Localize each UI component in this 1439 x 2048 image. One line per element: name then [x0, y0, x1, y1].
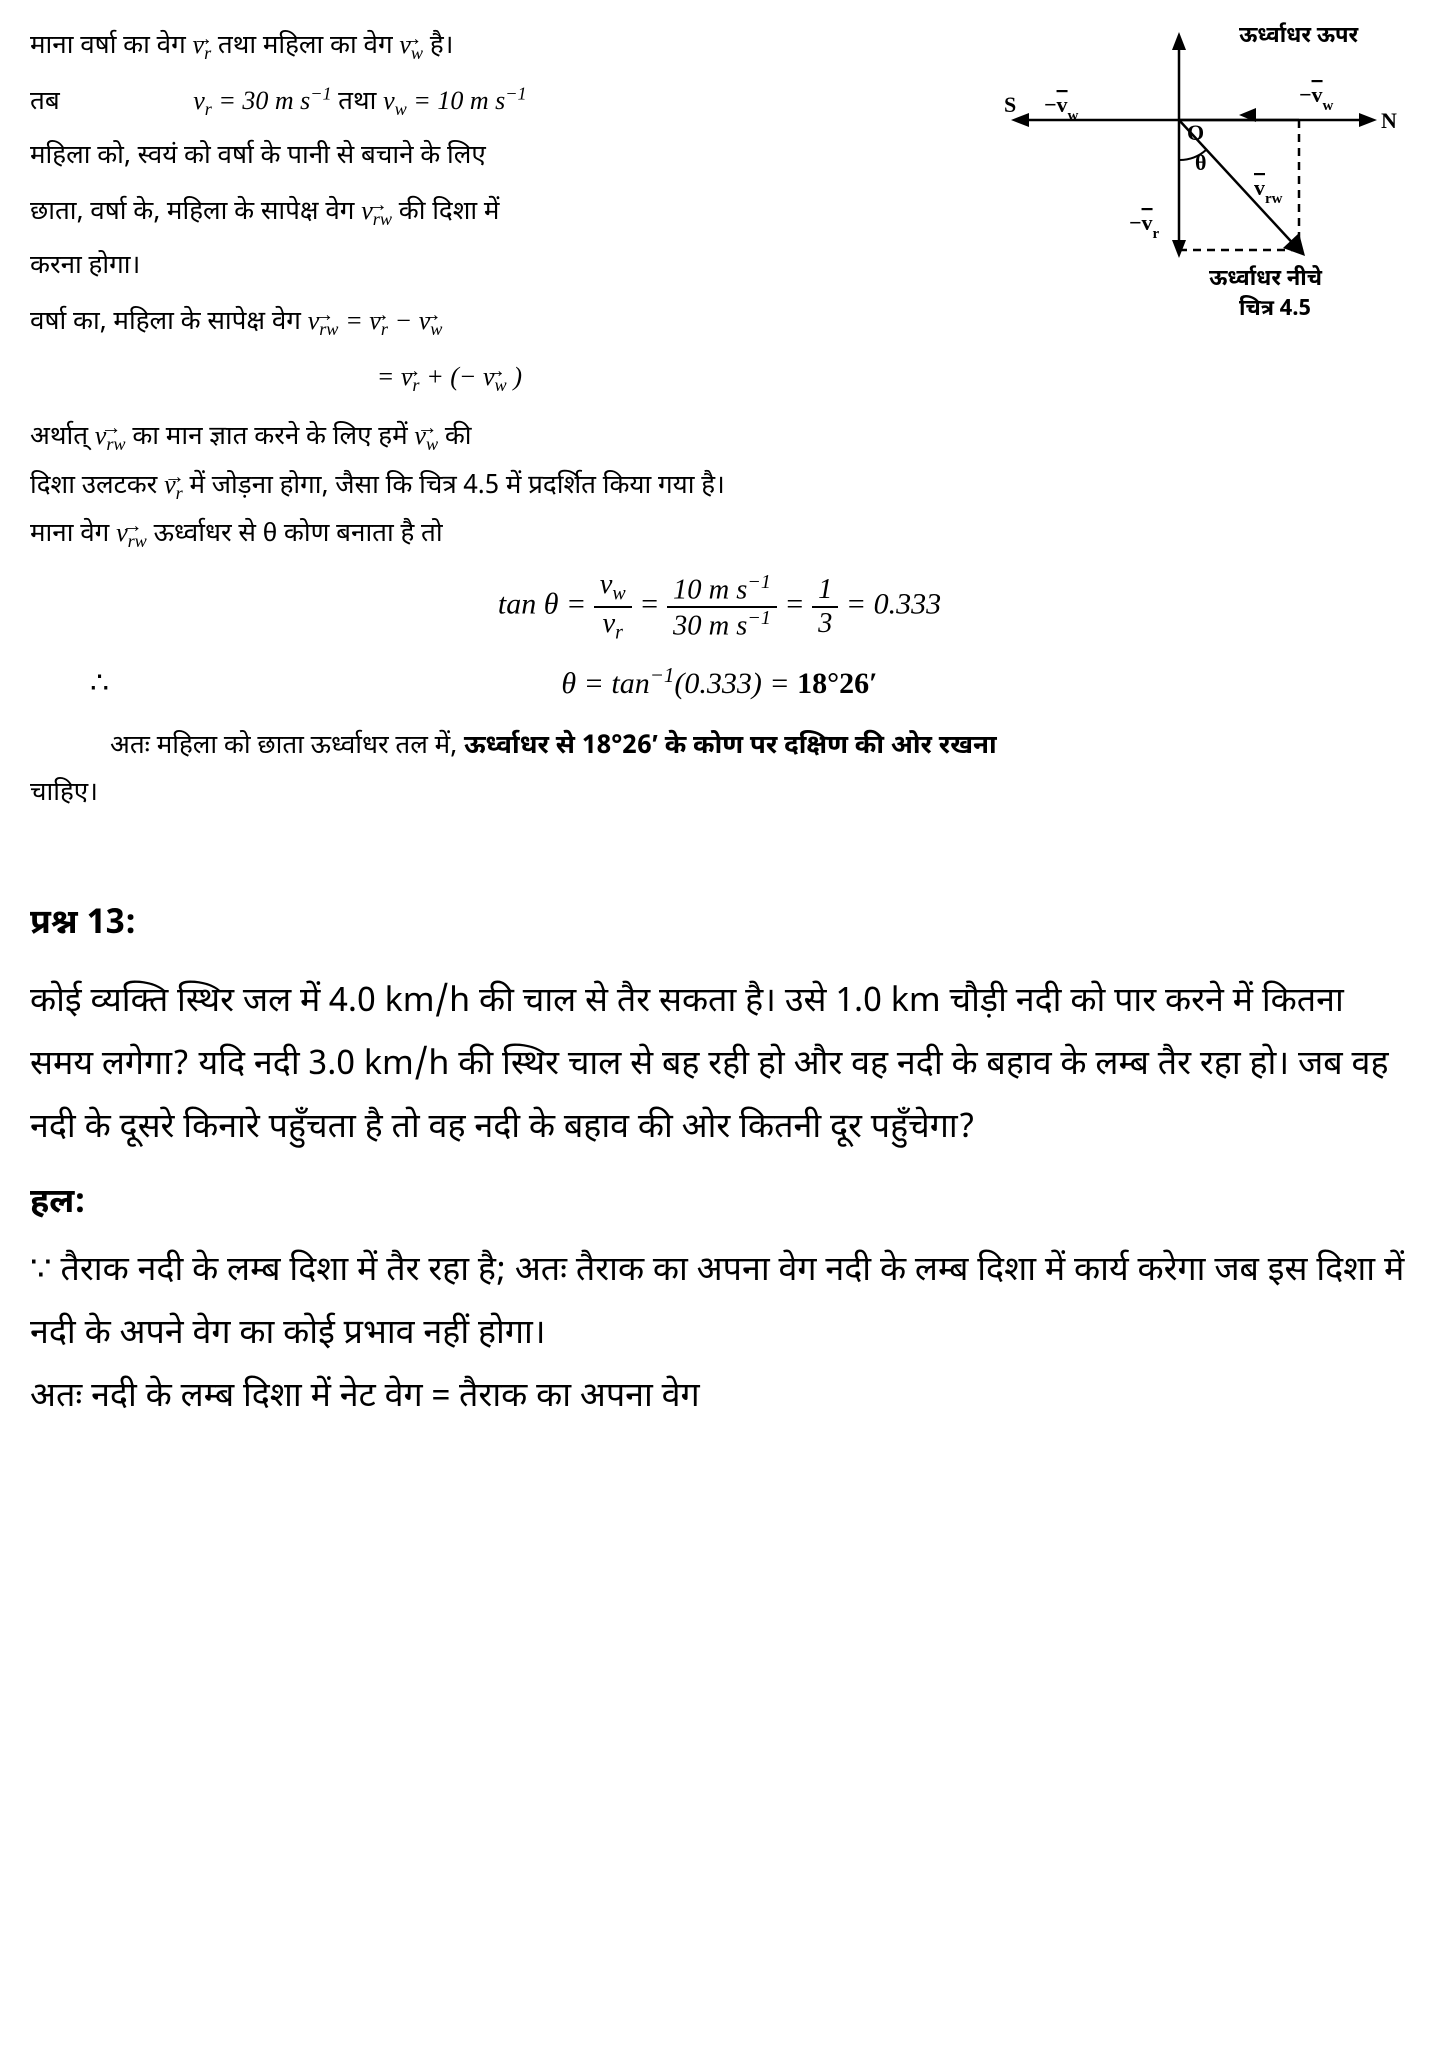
n: 10 m s [673, 574, 747, 605]
text: तथा [338, 86, 383, 120]
s: r [205, 100, 212, 120]
sol-line-4: छाता, वर्षा के, महिला के सापेक्ष वेग →vr… [30, 186, 968, 238]
text: माना वर्षा का वेग [30, 30, 193, 64]
vector-vw: →vw [419, 306, 443, 335]
label-north: N [1381, 108, 1397, 133]
label-theta: θ [1195, 150, 1206, 175]
n: 1 [812, 574, 838, 607]
equation-tan: tan θ = vw vr = 10 m s−1 30 m s−1 = 1 3 … [30, 569, 1409, 644]
s: r [615, 621, 623, 643]
minus: − [395, 306, 419, 335]
equation-theta: ∴ θ = tan−1(0.333) = 18°26′ [30, 654, 1409, 714]
text: है। [430, 30, 454, 64]
vector-vrw: →vrw [95, 421, 126, 450]
text: वर्षा का, महिला के सापेक्ष वेग [30, 306, 308, 340]
text: चाहिए। [30, 771, 1409, 818]
answer-p2: अतः नदी के लम्ब दिशा में नेट वेग = तैराक… [30, 1367, 1409, 1430]
p: −1 [505, 84, 526, 104]
sup: −1 [650, 663, 675, 687]
question-number: प्रश्न 13: [30, 898, 1409, 952]
sol-line-2: तब vr = 30 m s−1 तथा vw = 10 m s−1 [30, 76, 968, 128]
label-neg-vw-right: −vw [1299, 82, 1334, 114]
n: v [600, 569, 613, 600]
vector-vr: →vr [164, 470, 183, 499]
label-origin: O [1187, 120, 1204, 145]
d: 3 [812, 608, 838, 639]
d: v [603, 608, 616, 639]
s: w [395, 100, 407, 120]
p: −1 [310, 84, 331, 104]
text: की दिशा में [399, 196, 500, 230]
sol-line-3: महिला को, स्वयं को वर्षा के पानी से बचान… [30, 133, 968, 182]
sol-line-8: अर्थात् →vrw का मान ज्ञात करने के लिए हम… [30, 413, 1409, 462]
diagram-caption: चित्र 4.5 [1239, 295, 1311, 324]
plus: + (− [426, 362, 483, 391]
sol-line-1: माना वर्षा का वेग →vr तथा महिला का वेग →… [30, 20, 968, 72]
eq: = [345, 306, 369, 335]
label-bottom: ऊर्ध्वाधर नीचे [1209, 265, 1323, 294]
t: = 30 m s [212, 86, 310, 115]
sol-line-10: माना वेग →vrw ऊर्ध्वाधर से θ कोण बनाता ह… [30, 510, 1409, 559]
question-text: कोई व्यक्ति स्थिर जल में 4.0 km/h की चाल… [30, 972, 1409, 1161]
therefore: ∴ [90, 654, 109, 714]
text: में जोड़ना होगा, जैसा कि चित्र 4.5 में प… [189, 470, 724, 504]
label-top: ऊर्ध्वाधर ऊपर [1239, 22, 1359, 51]
frac-1: vw vr [594, 569, 632, 644]
eq: vr = 30 m s−1 [193, 86, 338, 115]
vector-vw: →vw [483, 362, 507, 391]
text: छाता, वर्षा के, महिला के सापेक्ष वेग [30, 196, 361, 230]
ans: 18°26′ [797, 667, 877, 700]
text: ऊर्ध्वाधर से θ कोण बनाता है तो [154, 518, 443, 552]
text: का मान ज्ञात करने के लिए हमें [132, 421, 414, 455]
arg: (0.333) = [674, 667, 797, 700]
eq: vw = 10 m s−1 [383, 86, 527, 115]
text: की [445, 421, 472, 455]
label-neg-vr: −vr [1129, 210, 1160, 242]
vector-vrw: →vrw [361, 196, 392, 225]
text: तब [30, 86, 60, 120]
p: −1 [747, 607, 770, 629]
diagram-svg: ऊर्ध्वाधर ऊपर S N O θ −vw −vw vrw −vr ऊर… [999, 20, 1399, 370]
p: −1 [747, 571, 770, 593]
text: माना वेग [30, 518, 116, 552]
eq: = [377, 362, 401, 391]
vector-diagram: ऊर्ध्वाधर ऊपर S N O θ −vw −vw vrw −vr ऊर… [999, 20, 1399, 370]
lhs: tan θ = [498, 588, 594, 621]
vector-vrw: →vrw [308, 306, 339, 335]
vector-vr: →vr [369, 306, 388, 335]
s: w [612, 583, 625, 605]
rhs: = 0.333 [846, 588, 941, 621]
text: तथा महिला का वेग [218, 30, 399, 64]
solution-text: माना वर्षा का वेग →vr तथा महिला का वेग →… [30, 20, 968, 405]
answer-p1: ∵ तैराक नदी के लम्ब दिशा में तैर रहा है;… [30, 1241, 1409, 1367]
frac-2: 10 m s−1 30 m s−1 [667, 572, 777, 642]
v: v [383, 86, 395, 115]
vector-vr: →vr [193, 30, 212, 59]
sol-cont: अर्थात् →vrw का मान ज्ञात करने के लिए हम… [30, 413, 1409, 559]
close: ) [513, 362, 522, 391]
vector-vrw: →vrw [116, 518, 147, 547]
sol-line-7: = →vr + (− →vw ) [30, 352, 968, 404]
vector-vw: →vw [399, 30, 423, 59]
body: θ = tan [561, 667, 649, 700]
sol-line-5: करना होगा। [30, 243, 968, 292]
text: अतः महिला को छाता ऊर्ध्वाधर तल में, [110, 730, 464, 764]
sol-line-6: वर्षा का, महिला के सापेक्ष वेग →vrw = →v… [30, 296, 968, 348]
sol-line-9: दिशा उलटकर →vr में जोड़ना होगा, जैसा कि … [30, 462, 1409, 511]
bold-text: ऊर्ध्वाधर से 18°26′ के कोण पर दक्षिण की … [464, 730, 997, 764]
answer-heading: हल: [30, 1177, 1409, 1231]
t: = 10 m s [407, 86, 505, 115]
question-13: प्रश्न 13: कोई व्यक्ति स्थिर जल में 4.0 … [30, 898, 1409, 1430]
conclusion: अतः महिला को छाता ऊर्ध्वाधर तल में, ऊर्ध… [30, 724, 1409, 818]
vector-vr: →vr [401, 362, 420, 391]
label-south: S [1004, 92, 1016, 117]
text: अर्थात् [30, 421, 95, 455]
d: 30 m s [673, 610, 747, 641]
vector-vw: →vw [414, 421, 438, 450]
text: दिशा उलटकर [30, 470, 164, 504]
label-vrw: vrw [1254, 175, 1283, 207]
v: v [193, 86, 205, 115]
solution-block: माना वर्षा का वेग →vr तथा महिला का वेग →… [30, 20, 1409, 818]
frac-3: 1 3 [812, 574, 838, 639]
